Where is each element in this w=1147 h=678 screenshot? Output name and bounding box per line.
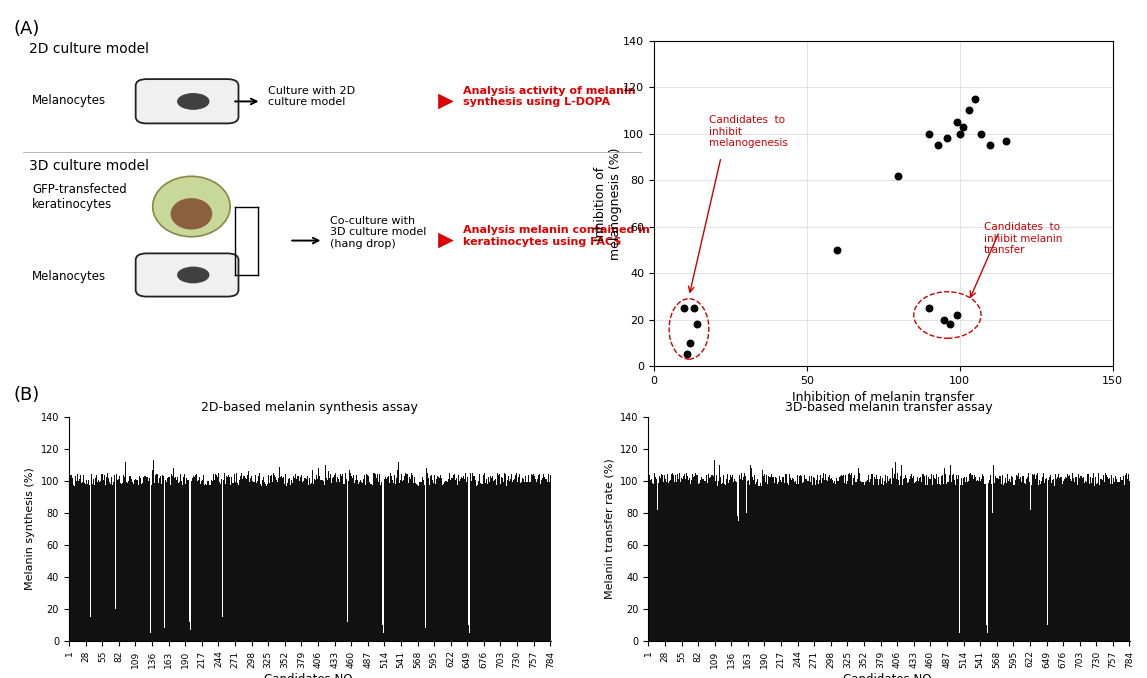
- Point: [935, 314, 953, 325]
- Point: [942, 319, 960, 330]
- Text: (A): (A): [14, 20, 40, 39]
- Point: [960, 105, 978, 116]
- Text: Candidates  to
inhibit
melanogenesis: Candidates to inhibit melanogenesis: [709, 115, 788, 148]
- Point: [828, 245, 846, 256]
- Point: [889, 170, 907, 181]
- Ellipse shape: [178, 267, 209, 283]
- Point: [951, 128, 969, 139]
- X-axis label: Candidates NO.: Candidates NO.: [843, 673, 935, 678]
- Title: 3D-based melanin transfer assay: 3D-based melanin transfer assay: [785, 401, 993, 414]
- Text: Co-culture with
3D culture model
(hang drop): Co-culture with 3D culture model (hang d…: [329, 216, 426, 249]
- Y-axis label: Melanin transfer rate (%): Melanin transfer rate (%): [604, 458, 615, 599]
- Point: [920, 128, 938, 139]
- Text: 3D culture model: 3D culture model: [29, 159, 149, 173]
- Point: [681, 338, 700, 348]
- Point: [678, 349, 696, 360]
- FancyBboxPatch shape: [135, 79, 239, 123]
- Text: (B): (B): [14, 386, 40, 405]
- Ellipse shape: [171, 199, 211, 229]
- Text: Melanocytes: Melanocytes: [32, 270, 107, 283]
- X-axis label: Inhibition of melanin transfer: Inhibition of melanin transfer: [793, 391, 974, 404]
- Point: [997, 135, 1015, 146]
- Point: [981, 140, 999, 151]
- Text: Melanocytes: Melanocytes: [32, 94, 107, 107]
- Point: [676, 302, 694, 313]
- Point: [920, 302, 938, 313]
- FancyBboxPatch shape: [135, 254, 239, 296]
- Point: [947, 117, 966, 127]
- Text: 2D culture model: 2D culture model: [29, 42, 149, 56]
- X-axis label: Candidates NO.: Candidates NO.: [264, 673, 356, 678]
- Point: [685, 302, 703, 313]
- Point: [929, 140, 947, 151]
- Point: [938, 133, 957, 144]
- Point: [972, 128, 990, 139]
- Point: [953, 121, 972, 132]
- Text: Analysis activity of melanin
synthesis using L-DOPA: Analysis activity of melanin synthesis u…: [462, 86, 635, 108]
- Y-axis label: Inhibition of
melanognesis (%): Inhibition of melanognesis (%): [593, 147, 622, 260]
- Text: Culture with 2D
culture model: Culture with 2D culture model: [267, 86, 354, 108]
- Text: GFP-transfected
keratinocytes: GFP-transfected keratinocytes: [32, 183, 127, 212]
- Point: [947, 310, 966, 321]
- Text: Analysis melanin contained in
keratinocytes using FACS: Analysis melanin contained in keratinocy…: [462, 225, 649, 247]
- Point: [966, 94, 984, 104]
- Text: Candidates  to
inhibit melanin
transfer: Candidates to inhibit melanin transfer: [984, 222, 1062, 255]
- Point: [687, 319, 705, 330]
- Title: 2D-based melanin synthesis assay: 2D-based melanin synthesis assay: [201, 401, 419, 414]
- Y-axis label: Melanin synthesis (%): Melanin synthesis (%): [25, 467, 36, 591]
- Ellipse shape: [178, 94, 209, 109]
- Ellipse shape: [153, 176, 231, 237]
